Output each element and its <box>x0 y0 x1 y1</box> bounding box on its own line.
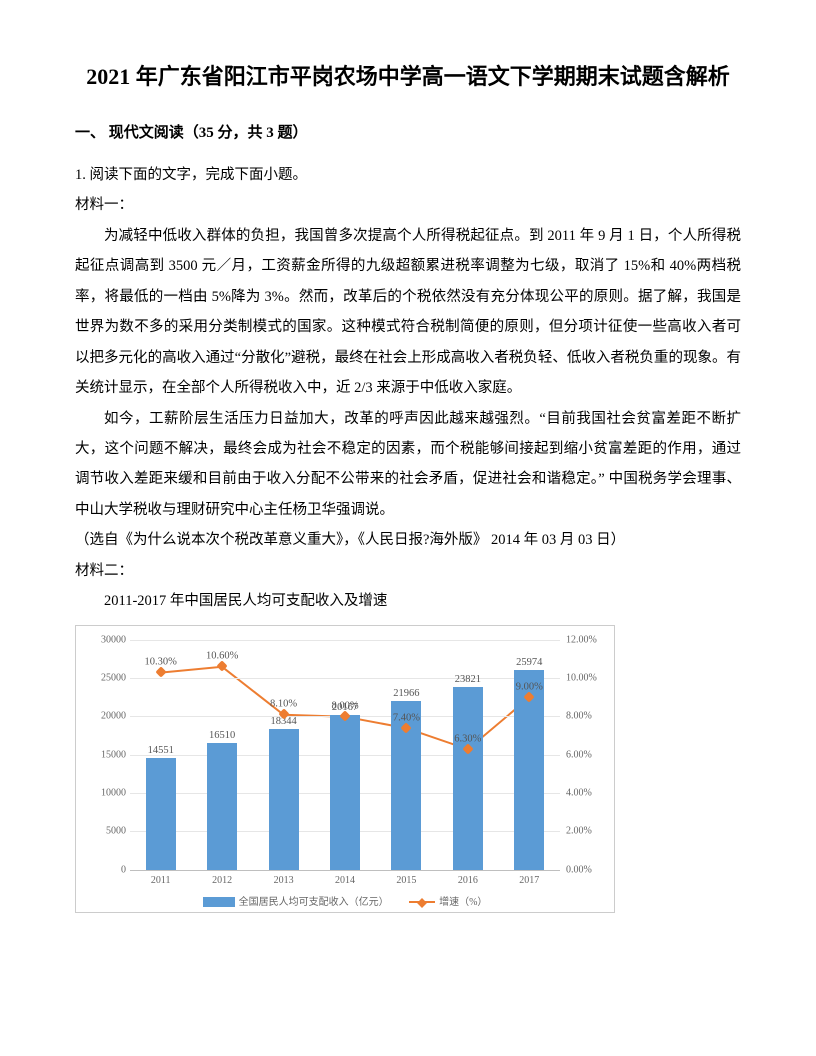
rate-label: 7.40% <box>393 712 420 723</box>
rate-label: 9.00% <box>516 682 543 693</box>
legend-line-swatch <box>409 901 435 903</box>
page-title: 2021 年广东省阳江市平岗农场中学高一语文下学期期末试题含解析 <box>75 60 741 93</box>
y-left-tick: 30000 <box>84 634 126 645</box>
y-right-tick: 12.00% <box>566 634 608 645</box>
chart-gridline <box>130 640 560 641</box>
x-tick: 2011 <box>141 875 181 886</box>
y-left-tick: 15000 <box>84 749 126 760</box>
bar-value-label: 25974 <box>505 657 553 668</box>
x-tick: 2017 <box>509 875 549 886</box>
legend-line-label: 增速（%） <box>439 897 487 908</box>
paragraph-1: 为减轻中低收入群体的负担，我国曾多次提高个人所得税起征点。到 2011 年 9 … <box>75 221 741 404</box>
legend-bar-swatch <box>203 897 235 907</box>
y-right-tick: 0.00% <box>566 864 608 875</box>
chart-caption: 2011-2017 年中国居民人均可支配收入及增速 <box>75 586 741 616</box>
y-left-tick: 5000 <box>84 826 126 837</box>
rate-label: 10.30% <box>145 657 177 668</box>
rate-label: 8.10% <box>270 699 297 710</box>
material2-label: 材料二： <box>75 556 741 586</box>
x-tick: 2016 <box>448 875 488 886</box>
legend-bar-label: 全国居民人均可支配收入（亿元） <box>239 897 389 908</box>
rate-label: 6.30% <box>454 733 481 744</box>
x-tick: 2012 <box>202 875 242 886</box>
chart-bar <box>453 687 483 870</box>
y-right-tick: 10.00% <box>566 672 608 683</box>
x-tick: 2015 <box>386 875 426 886</box>
y-right-tick: 4.00% <box>566 787 608 798</box>
income-chart: 全国居民人均可支配收入（亿元） 增速（%） 0 0.00% 5000 2.00% 100… <box>75 625 615 913</box>
section-heading: 一、 现代文阅读（35 分，共 3 题） <box>75 121 741 142</box>
paragraph-2: 如今，工薪阶层生活压力日益加大，改革的呼声因此越来越强烈。“目前我国社会贫富差距… <box>75 404 741 526</box>
y-left-tick: 25000 <box>84 672 126 683</box>
source-line-1: （选自《为什么说本次个税改革意义重大》，《人民日报?海外版》 2014 年 03… <box>75 525 741 555</box>
chart-gridline <box>130 870 560 871</box>
material1-label: 材料一： <box>75 190 741 220</box>
bar-value-label: 14551 <box>137 745 185 756</box>
x-tick: 2013 <box>264 875 304 886</box>
question-intro: 1. 阅读下面的文字，完成下面小题。 <box>75 160 741 190</box>
chart-bar <box>330 715 360 870</box>
y-right-tick: 2.00% <box>566 826 608 837</box>
bar-value-label: 23821 <box>444 674 492 685</box>
chart-gridline <box>130 678 560 679</box>
chart-bar <box>207 743 237 870</box>
chart-bar <box>146 758 176 870</box>
bar-value-label: 21966 <box>382 688 430 699</box>
y-left-tick: 10000 <box>84 787 126 798</box>
chart-bar <box>269 729 299 870</box>
rate-label: 8.00% <box>331 701 358 712</box>
x-tick: 2014 <box>325 875 365 886</box>
bar-value-label: 16510 <box>198 730 246 741</box>
chart-legend: 全国居民人均可支配收入（亿元） 增速（%） <box>76 893 614 908</box>
y-left-tick: 0 <box>84 864 126 875</box>
y-right-tick: 6.00% <box>566 749 608 760</box>
y-left-tick: 20000 <box>84 711 126 722</box>
y-right-tick: 8.00% <box>566 711 608 722</box>
rate-label: 10.60% <box>206 651 238 662</box>
